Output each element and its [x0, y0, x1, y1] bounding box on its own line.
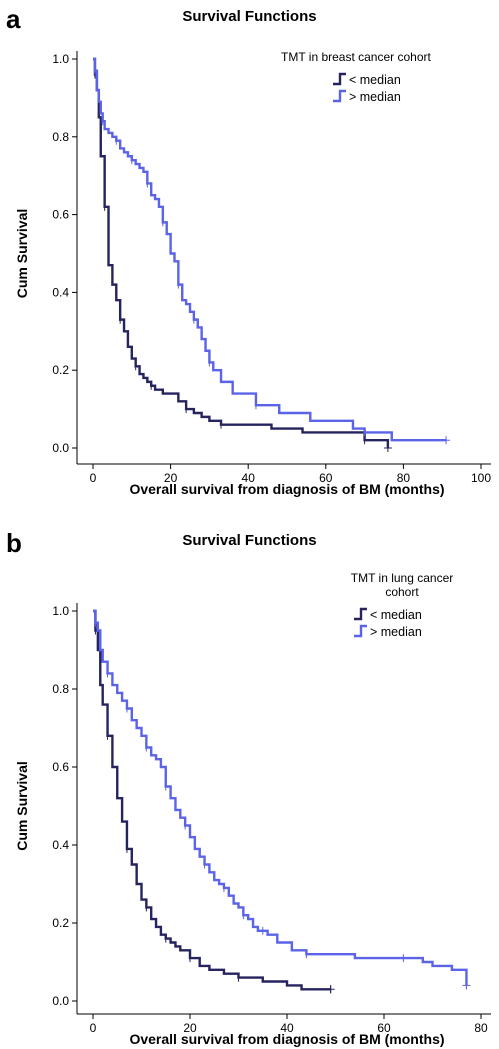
y-tick-label: 0.4: [52, 285, 69, 299]
x-tick-label: 20: [164, 471, 178, 485]
series-line-below-median: [93, 609, 331, 991]
panel-b: b Survival Functions 0.0 0.2 0.4 0.6 0.8 1.0 0…: [0, 524, 499, 1049]
x-tick-label: 40: [280, 1021, 294, 1035]
legend-symbol: [354, 624, 367, 638]
y-tick-label: 0.4: [52, 838, 69, 852]
x-axis-title: Overall survival from diagnosis of BM (m…: [129, 481, 444, 497]
series-line-below-median: [93, 57, 390, 448]
x-tick-label: 60: [319, 471, 333, 485]
legend-label: < median: [349, 73, 401, 87]
x-tick-label: 80: [397, 471, 411, 485]
x-tick-label: 60: [377, 1021, 391, 1035]
chart-title: Survival Functions: [182, 532, 317, 549]
y-tick-label: 1.0: [52, 604, 69, 618]
legend-label: > median: [370, 625, 422, 639]
y-tick-label: 0.6: [52, 208, 69, 222]
y-tick-label: 1.0: [52, 52, 69, 66]
series-line-above-median: [93, 609, 468, 986]
legend-symbol: [333, 89, 346, 103]
panel-label: a: [6, 4, 21, 34]
x-tick-label: 0: [90, 471, 97, 485]
chart-title: Survival Functions: [182, 8, 317, 25]
x-axis-title: Overall survival from diagnosis of BM (m…: [129, 1031, 444, 1047]
panel-label: b: [6, 528, 22, 558]
y-tick-label: 0.8: [52, 682, 69, 696]
y-tick-label: 0.6: [52, 760, 69, 774]
legend-symbol: [333, 72, 346, 86]
y-tick-label: 0.0: [52, 441, 69, 455]
survival-chart-a: 0.0 0.2 0.4 0.6 0.8 1.0 0 20 40 60 80 100 Overall su…: [14, 50, 491, 497]
survival-chart-b: 0.0 0.2 0.4 0.6 0.8 1.0 0 20 40 60 80 Overall survi…: [14, 571, 491, 1047]
y-axis-title: Cum Survival: [14, 209, 30, 298]
series-line-above-median: [93, 57, 447, 442]
y-tick-label: 0.0: [52, 994, 69, 1008]
x-tick-label: 0: [90, 1021, 97, 1035]
legend-symbol: [354, 607, 367, 621]
y-axis-title: Cum Survival: [14, 761, 30, 850]
y-tick-label: 0.2: [52, 916, 69, 930]
x-tick-label: 20: [183, 1021, 197, 1035]
legend-title: TMT in breast cancer cohort: [281, 50, 432, 64]
x-tick-label: 80: [474, 1021, 488, 1035]
x-tick-label: 40: [242, 471, 256, 485]
legend-label: < median: [370, 608, 422, 622]
panel-a: a Survival Functions 0.0 0.2 0.4 0.6 0.8 1.0 0…: [0, 0, 499, 524]
y-tick-label: 0.2: [52, 363, 69, 377]
legend-title: TMT in lung cancer cohort: [351, 571, 454, 599]
x-tick-label: 100: [471, 471, 491, 485]
legend-label: > median: [349, 90, 401, 104]
y-tick-label: 0.8: [52, 130, 69, 144]
